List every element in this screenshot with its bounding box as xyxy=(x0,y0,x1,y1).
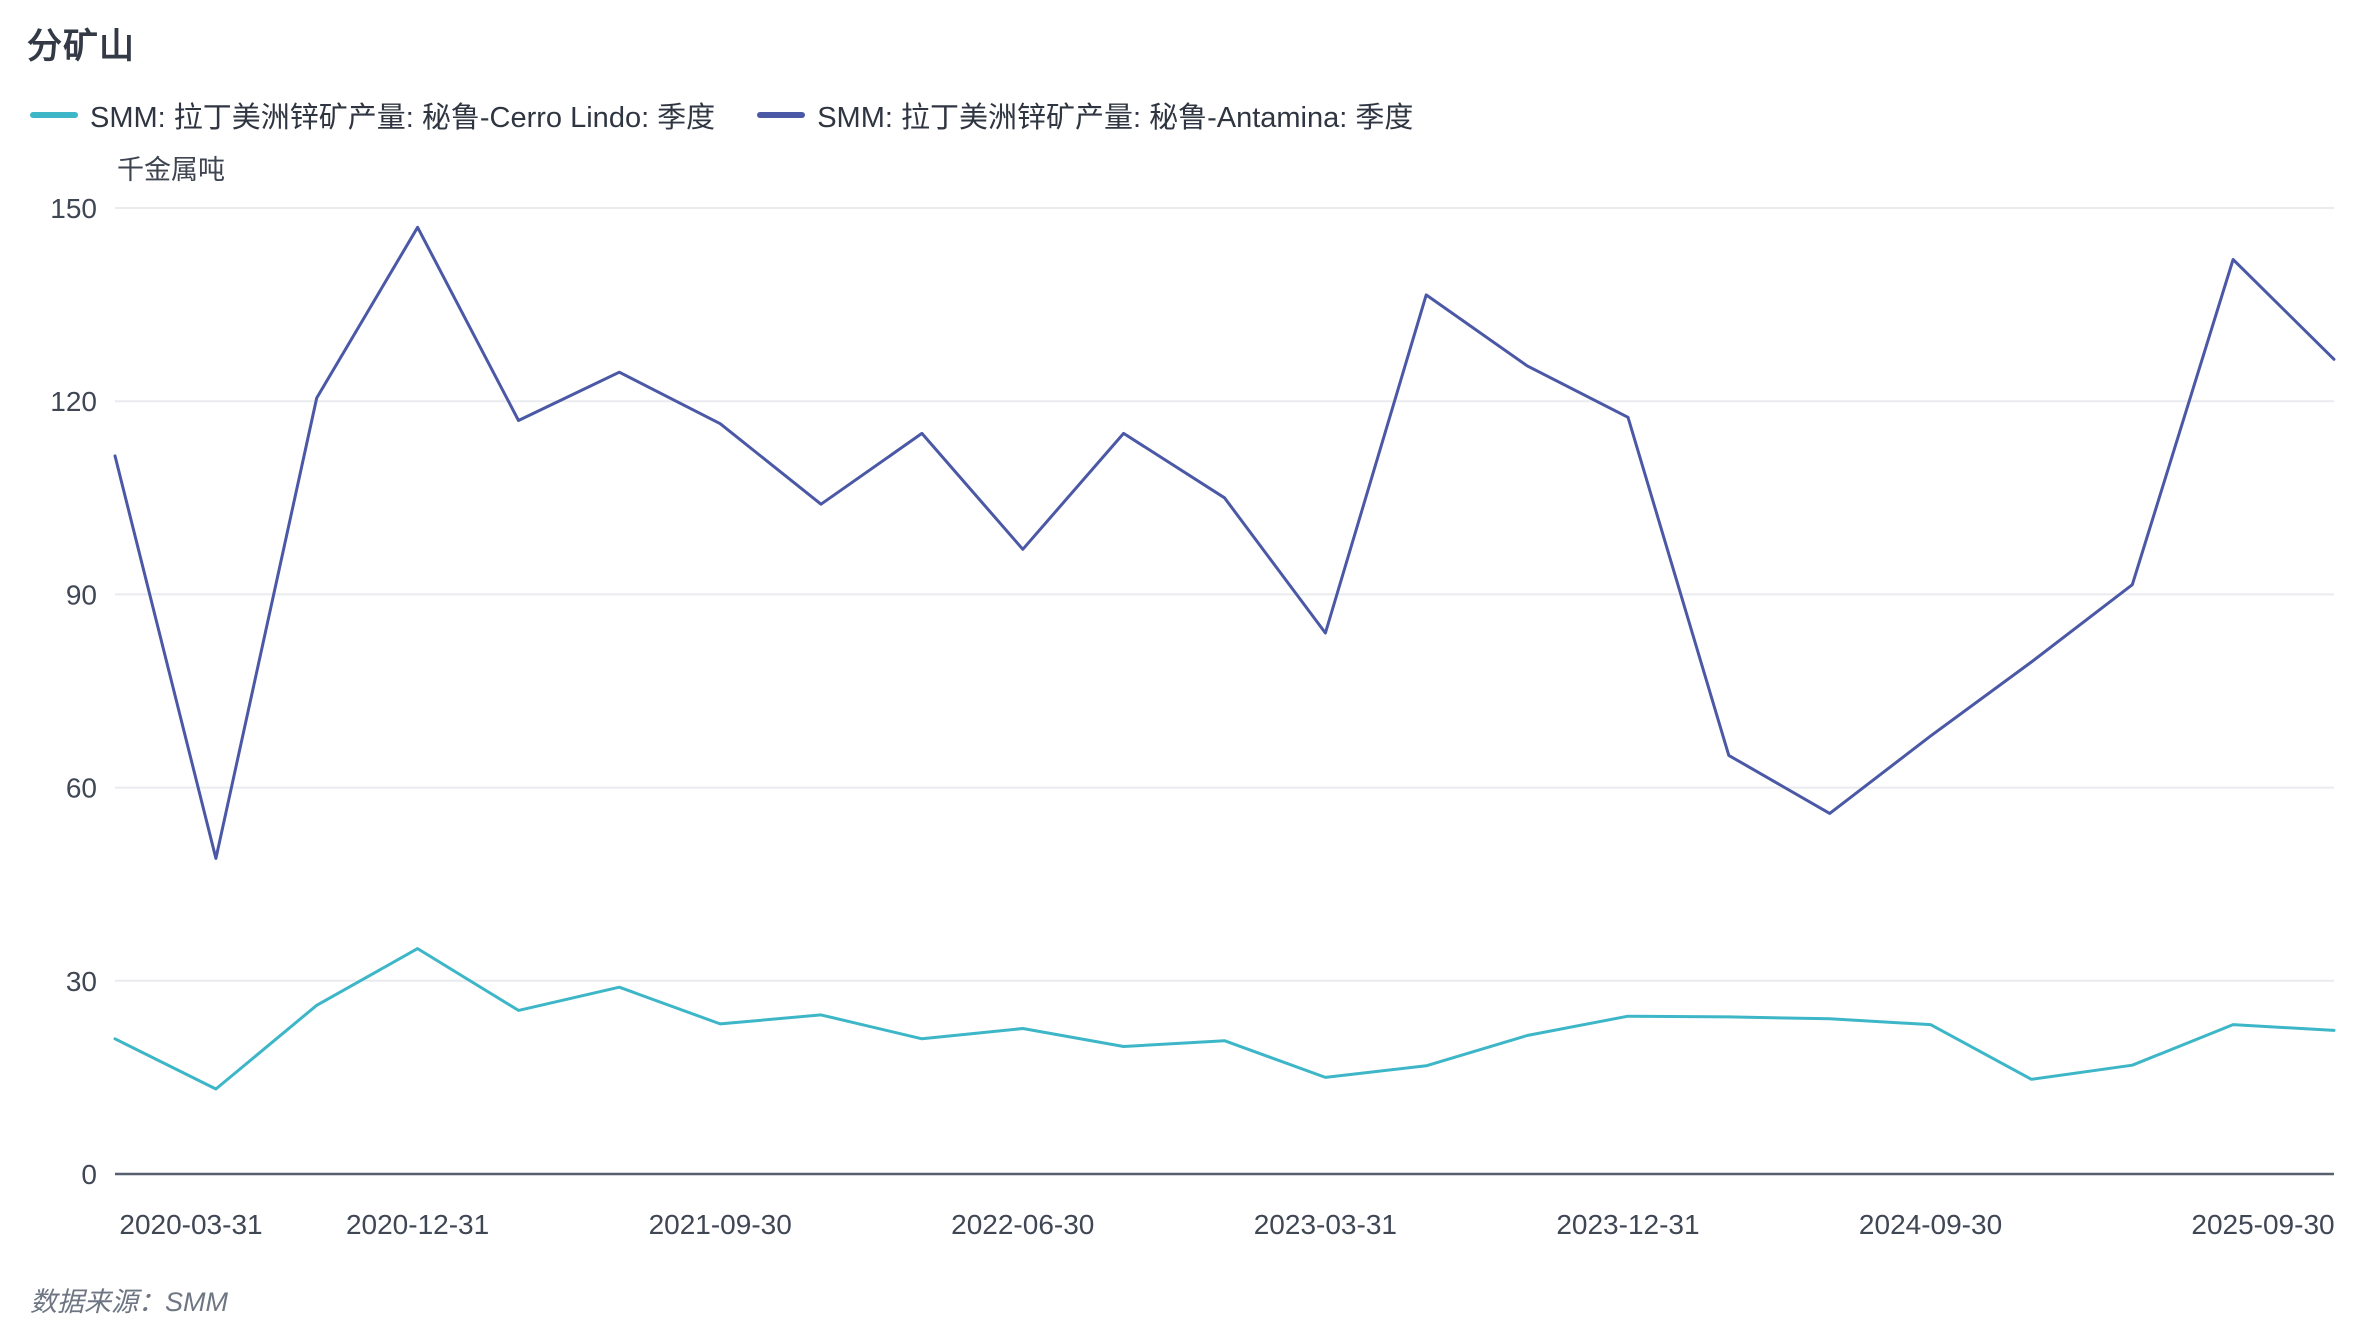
y-axis-unit-label: 千金属吨 xyxy=(117,155,225,185)
x-tick-label: 2023-03-31 xyxy=(1254,1209,1397,1240)
x-tick-label: 2020-12-31 xyxy=(346,1209,489,1240)
x-tick-label: 2021-09-30 xyxy=(649,1209,792,1240)
x-tick-label: 2024-09-30 xyxy=(1859,1209,2002,1240)
legend-item-cerro-lindo[interactable]: SMM: 拉丁美洲锌矿产量: 秘鲁-Cerro Lindo: 季度 xyxy=(30,94,715,136)
y-tick-label: 30 xyxy=(66,966,97,997)
series-line-antamina[interactable] xyxy=(113,225,2336,860)
x-tick-label: 2022-06-30 xyxy=(951,1209,1094,1240)
x-tick-label: 2023-12-31 xyxy=(1556,1209,1699,1240)
legend-item-antamina[interactable]: SMM: 拉丁美洲锌矿产量: 秘鲁-Antamina: 季度 xyxy=(757,94,1413,136)
y-tick-label: 150 xyxy=(50,193,97,224)
legend-swatch-antamina-icon xyxy=(757,112,806,118)
legend-label-cerro-lindo: SMM: 拉丁美洲锌矿产量: 秘鲁-Cerro Lindo: 季度 xyxy=(90,102,716,134)
y-tick-label: 60 xyxy=(66,773,97,804)
data-source: 数据来源：SMM xyxy=(30,1287,228,1317)
series-line-cerro-lindo[interactable] xyxy=(113,947,2336,1091)
x-tick-label: 2020-03-31 xyxy=(119,1209,262,1240)
y-tick-label: 90 xyxy=(66,579,97,610)
legend-swatch-cerro-lindo-icon xyxy=(30,112,78,118)
y-tick-label: 0 xyxy=(81,1159,97,1190)
y-tick-label: 120 xyxy=(50,386,97,417)
page-title: 分矿山 xyxy=(27,27,136,66)
x-tick-label: 2025-09-30 xyxy=(2191,1209,2334,1240)
legend-label-antamina: SMM: 拉丁美洲锌矿产量: 秘鲁-Antamina: 季度 xyxy=(817,102,1414,134)
legend: SMM: 拉丁美洲锌矿产量: 秘鲁-Cerro Lindo: 季度 SMM: 拉… xyxy=(30,94,1455,136)
